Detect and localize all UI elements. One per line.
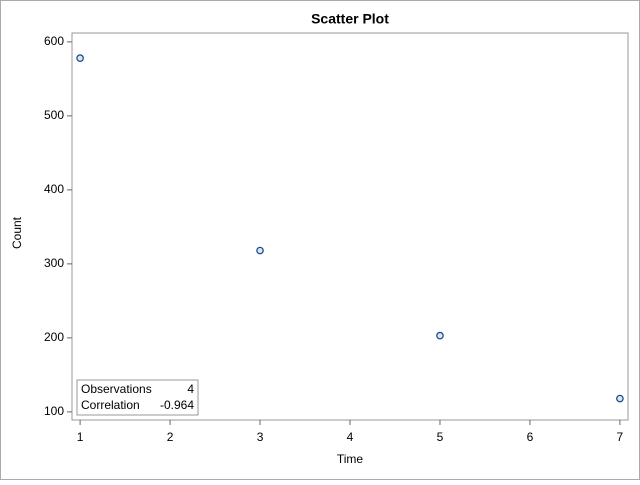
- inset-label: Correlation: [81, 398, 140, 412]
- inset-value: 4: [187, 382, 194, 396]
- point: [616, 394, 624, 403]
- point: [436, 331, 444, 340]
- y-tick-label: 500: [44, 108, 64, 122]
- chart-title: Scatter Plot: [311, 11, 389, 27]
- x-tick-label: 7: [617, 430, 624, 444]
- x-tick-label: 5: [437, 430, 444, 444]
- x-axis-label: Time: [337, 452, 364, 466]
- y-tick-label: 300: [44, 256, 64, 270]
- y-tick-label: 200: [44, 330, 64, 344]
- y-tick-label: 100: [44, 404, 64, 418]
- x-tick-label: 3: [257, 430, 264, 444]
- x-tick-label: 1: [77, 430, 84, 444]
- x-tick-label: 4: [347, 430, 354, 444]
- inset-box: [76, 379, 199, 416]
- y-tick-label: 400: [44, 182, 64, 196]
- x-tick-label: 2: [167, 430, 174, 444]
- inset-label: Observations: [81, 382, 152, 396]
- inset-value: -0.964: [160, 398, 194, 412]
- y-tick-label: 600: [44, 34, 64, 48]
- y-axis-label: Count: [10, 216, 24, 249]
- point: [76, 54, 84, 63]
- point: [256, 246, 264, 255]
- x-tick-label: 6: [527, 430, 534, 444]
